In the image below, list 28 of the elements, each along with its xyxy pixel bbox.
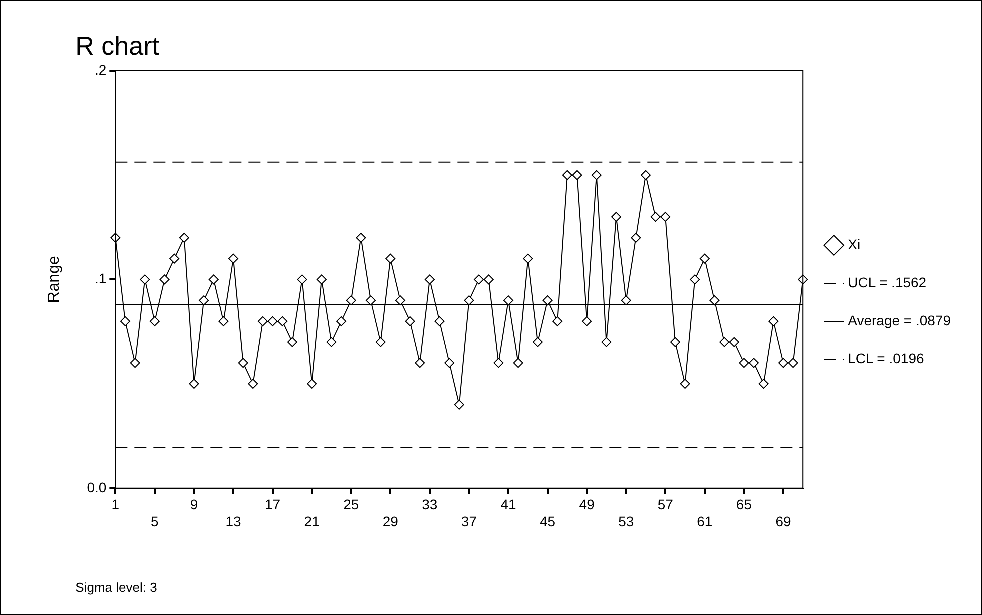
legend-label: Average = .0879 <box>848 312 952 328</box>
legend-label: LCL = .0196 <box>848 350 924 366</box>
x-tick-label: 21 <box>304 513 320 530</box>
x-tick-label: 41 <box>500 496 516 513</box>
x-tick-label: 33 <box>422 496 438 513</box>
x-tick-label: 5 <box>151 513 160 530</box>
x-tick-label: 61 <box>697 513 713 530</box>
y-axis-title: Range <box>46 256 64 304</box>
y-tick-label: 0.0 <box>87 479 107 496</box>
legend-label: UCL = .1562 <box>848 274 927 290</box>
x-tick-label: 9 <box>190 496 198 513</box>
text: Sigma level: 3 <box>76 580 158 595</box>
x-tick-label: 49 <box>579 496 596 513</box>
x-tick-label: 45 <box>540 513 556 530</box>
x-tick-label: 37 <box>461 513 478 530</box>
chart-title: R chart <box>76 31 160 61</box>
x-tick-label: 57 <box>658 496 674 513</box>
x-tick-label: 69 <box>776 513 792 530</box>
y-tick-label: .1 <box>94 270 107 287</box>
x-tick-label: 65 <box>736 496 752 513</box>
x-tick-label: 1 <box>112 496 120 513</box>
x-tick-label: 25 <box>344 496 360 513</box>
legend-label: Xi <box>848 236 861 252</box>
x-tick-label: 17 <box>265 496 281 513</box>
y-tick-label: .2 <box>94 62 107 78</box>
x-tick-label: 53 <box>618 513 634 530</box>
x-tick-label: 29 <box>382 513 399 530</box>
x-tick-label: 13 <box>226 513 242 530</box>
